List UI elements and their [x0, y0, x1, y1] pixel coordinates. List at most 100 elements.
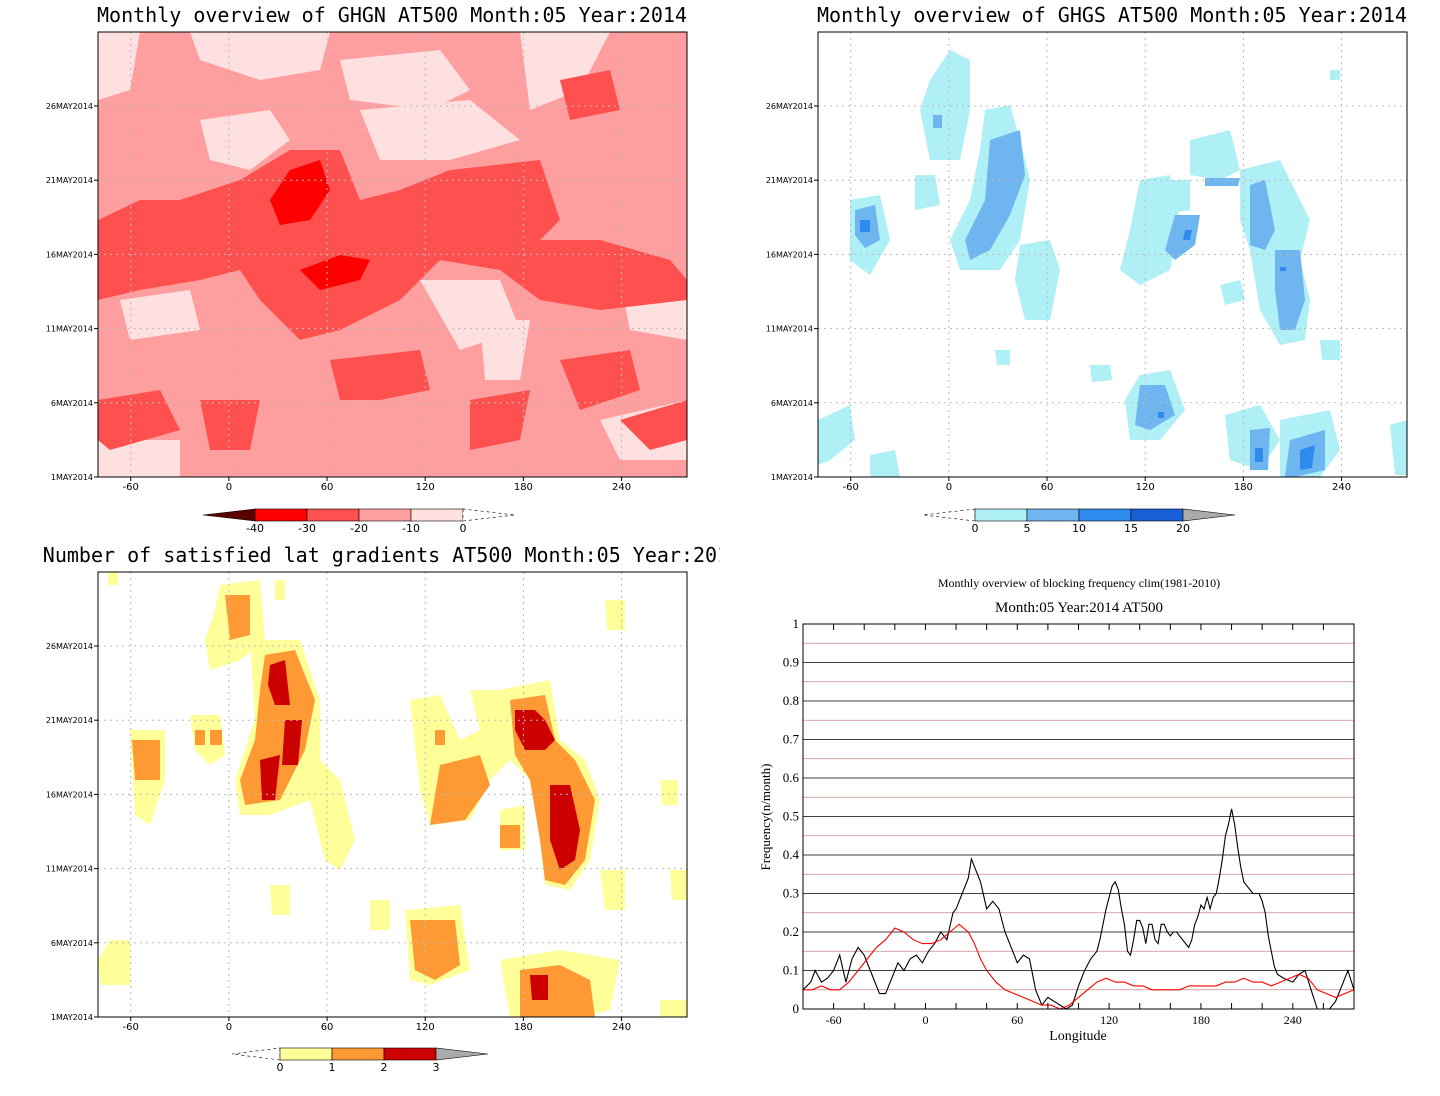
chart-subtitle: Month:05 Year:2014 AT500 [995, 600, 1163, 616]
blocking-frequency-chart: Monthly overview of blocking frequency c… [758, 576, 1355, 1044]
y-axis: 1MAY2014 6MAY2014 11MAY2014 16MAY2014 21MAY2… [46, 642, 98, 1022]
y-tick-label: 6MAY2014 [51, 399, 93, 408]
colorbar-label: 0 [972, 522, 979, 535]
x-tick-label: 0 [226, 1022, 232, 1033]
x-tick-label: 180 [514, 1022, 533, 1033]
grid [98, 32, 687, 477]
ghgs-panel: Monthly overview of GHGS AT500 Month:05 … [720, 0, 1440, 545]
y-tick-label: 11MAY2014 [46, 325, 93, 334]
colorbar-swatch [435, 1047, 489, 1061]
chart-title: Number of satisfied lat gradients AT500 … [43, 543, 720, 567]
colorbar-swatch [202, 508, 256, 522]
y-tick-label: 1MAY2014 [771, 473, 813, 482]
blocking-frequency-panel: Monthly overview of blocking frequency c… [720, 545, 1440, 1091]
y-tick-label: 26MAY2014 [766, 102, 813, 111]
colorbar-label: 20 [1176, 522, 1190, 535]
colorbar-label: 5 [1024, 522, 1031, 535]
x-tick-label: 60 [321, 482, 334, 493]
x-tick-label: 180 [1192, 1013, 1210, 1027]
x-tick-label: 0 [946, 482, 952, 493]
colorbar: 0 1 2 3 [231, 1047, 489, 1074]
x-tick-label: 180 [1234, 482, 1253, 493]
colorbar-swatch [383, 1047, 437, 1061]
colorbar-label: -10 [402, 522, 420, 535]
y-tick-label: 0.8 [783, 693, 799, 708]
y-tick-label: 1MAY2014 [51, 473, 93, 482]
colorbar-swatch [358, 508, 412, 522]
series [802, 808, 1355, 1010]
y-axis: 0 0.1 0.2 0.3 0.4 0.5 0.6 0.7 0.8 0.9 1 [783, 616, 800, 1016]
colorbar-label: 0 [460, 522, 467, 535]
y-tick-label: 0.9 [783, 655, 799, 670]
y-tick-label: 16MAY2014 [46, 790, 93, 799]
colorbar-swatch [410, 508, 464, 522]
x-axis-label: Longitude [1049, 1029, 1107, 1044]
gradients-panel: Number of satisfied lat gradients AT500 … [0, 540, 741, 1091]
y-tick-label: 0.2 [783, 924, 799, 939]
gradients-chart: Number of satisfied lat gradients AT500 … [43, 543, 741, 1074]
x-tick-label: 0 [922, 1013, 928, 1027]
y-tick-label: 0.3 [783, 886, 799, 901]
y-tick-label: 21MAY2014 [46, 176, 93, 185]
y-tick-label: 0.7 [783, 732, 800, 747]
y-axis-label: Frequency(n/month) [758, 764, 773, 871]
y-axis: 1MAY2014 6MAY2014 11MAY2014 16MAY2014 21MAY2… [766, 102, 818, 482]
grid [98, 572, 687, 1017]
colorbar-swatch [331, 1047, 385, 1061]
chart-title: Monthly overview of GHGN AT500 Month:05 … [97, 3, 687, 27]
x-tick-label: 180 [514, 482, 533, 493]
grid [818, 32, 1407, 477]
y-tick-label: 16MAY2014 [46, 250, 93, 259]
series-line-red [803, 923, 1355, 1010]
y-tick-label: 21MAY2014 [46, 716, 93, 725]
y-tick-label: 0 [793, 1001, 800, 1016]
grid [803, 642, 1354, 991]
series-line-black [802, 808, 1355, 1010]
x-tick-label: -60 [123, 482, 139, 493]
x-tick-label: 240 [1284, 1013, 1302, 1027]
x-tick-label: 60 [1041, 482, 1054, 493]
colorbar-swatch [1026, 508, 1080, 522]
colorbar-label: -40 [246, 522, 264, 535]
y-tick-label: 16MAY2014 [766, 250, 813, 259]
x-axis: -60 0 60 120 180 240 [123, 1017, 631, 1033]
x-tick-label: 240 [1332, 482, 1351, 493]
colorbar-swatch [974, 508, 1028, 522]
x-tick-label: -60 [843, 482, 859, 493]
x-tick-label: 120 [1100, 1013, 1118, 1027]
x-axis: -60 0 60 120 180 240 [843, 477, 1351, 493]
colorbar-swatch [1130, 508, 1184, 522]
colorbar-swatch [1078, 508, 1132, 522]
colorbar-label: -20 [350, 522, 368, 535]
y-axis: 1MAY2014 6MAY2014 11MAY2014 16MAY2014 21MAY2… [46, 102, 98, 482]
colorbar-label: 2 [381, 1061, 388, 1074]
ghgn-panel: Monthly overview of GHGN AT500 Month:05 … [0, 0, 720, 545]
y-tick-label: 21MAY2014 [766, 176, 813, 185]
y-tick-label: 0.6 [783, 770, 800, 785]
x-tick-label: 120 [1136, 482, 1155, 493]
y-tick-label: 0.4 [783, 847, 800, 862]
colorbar: 0 5 10 15 20 [922, 508, 1236, 535]
chart-title: Monthly overview of blocking frequency c… [938, 576, 1220, 590]
y-tick-label: 1 [793, 616, 800, 631]
x-tick-label: 0 [226, 482, 232, 493]
ghgn-chart: Monthly overview of GHGN AT500 Month:05 … [46, 3, 688, 535]
chart-title: Monthly overview of GHGS AT500 Month:05 … [817, 3, 1407, 27]
x-axis: -60 0 60 120 180 240 [123, 477, 631, 493]
y-tick-label: 0.5 [783, 809, 799, 824]
y-tick-label: 1MAY2014 [51, 1013, 93, 1022]
colorbar-swatch [254, 508, 308, 522]
x-tick-label: 240 [612, 482, 631, 493]
colorbar-label: 3 [433, 1061, 440, 1074]
colorbar-extension [922, 508, 976, 522]
x-tick-label: -60 [123, 1022, 139, 1033]
colorbar-label: 15 [1124, 522, 1138, 535]
colorbar-extension [462, 508, 516, 522]
x-tick-label: 60 [321, 1022, 334, 1033]
y-tick-label: 6MAY2014 [771, 399, 813, 408]
y-tick-label: 26MAY2014 [46, 102, 93, 111]
y-tick-label: 0.1 [783, 963, 799, 978]
colorbar-label: 0 [277, 1061, 284, 1074]
x-tick-label: 120 [416, 1022, 435, 1033]
x-axis: -60 0 60 120 180 240 [826, 624, 1324, 1027]
